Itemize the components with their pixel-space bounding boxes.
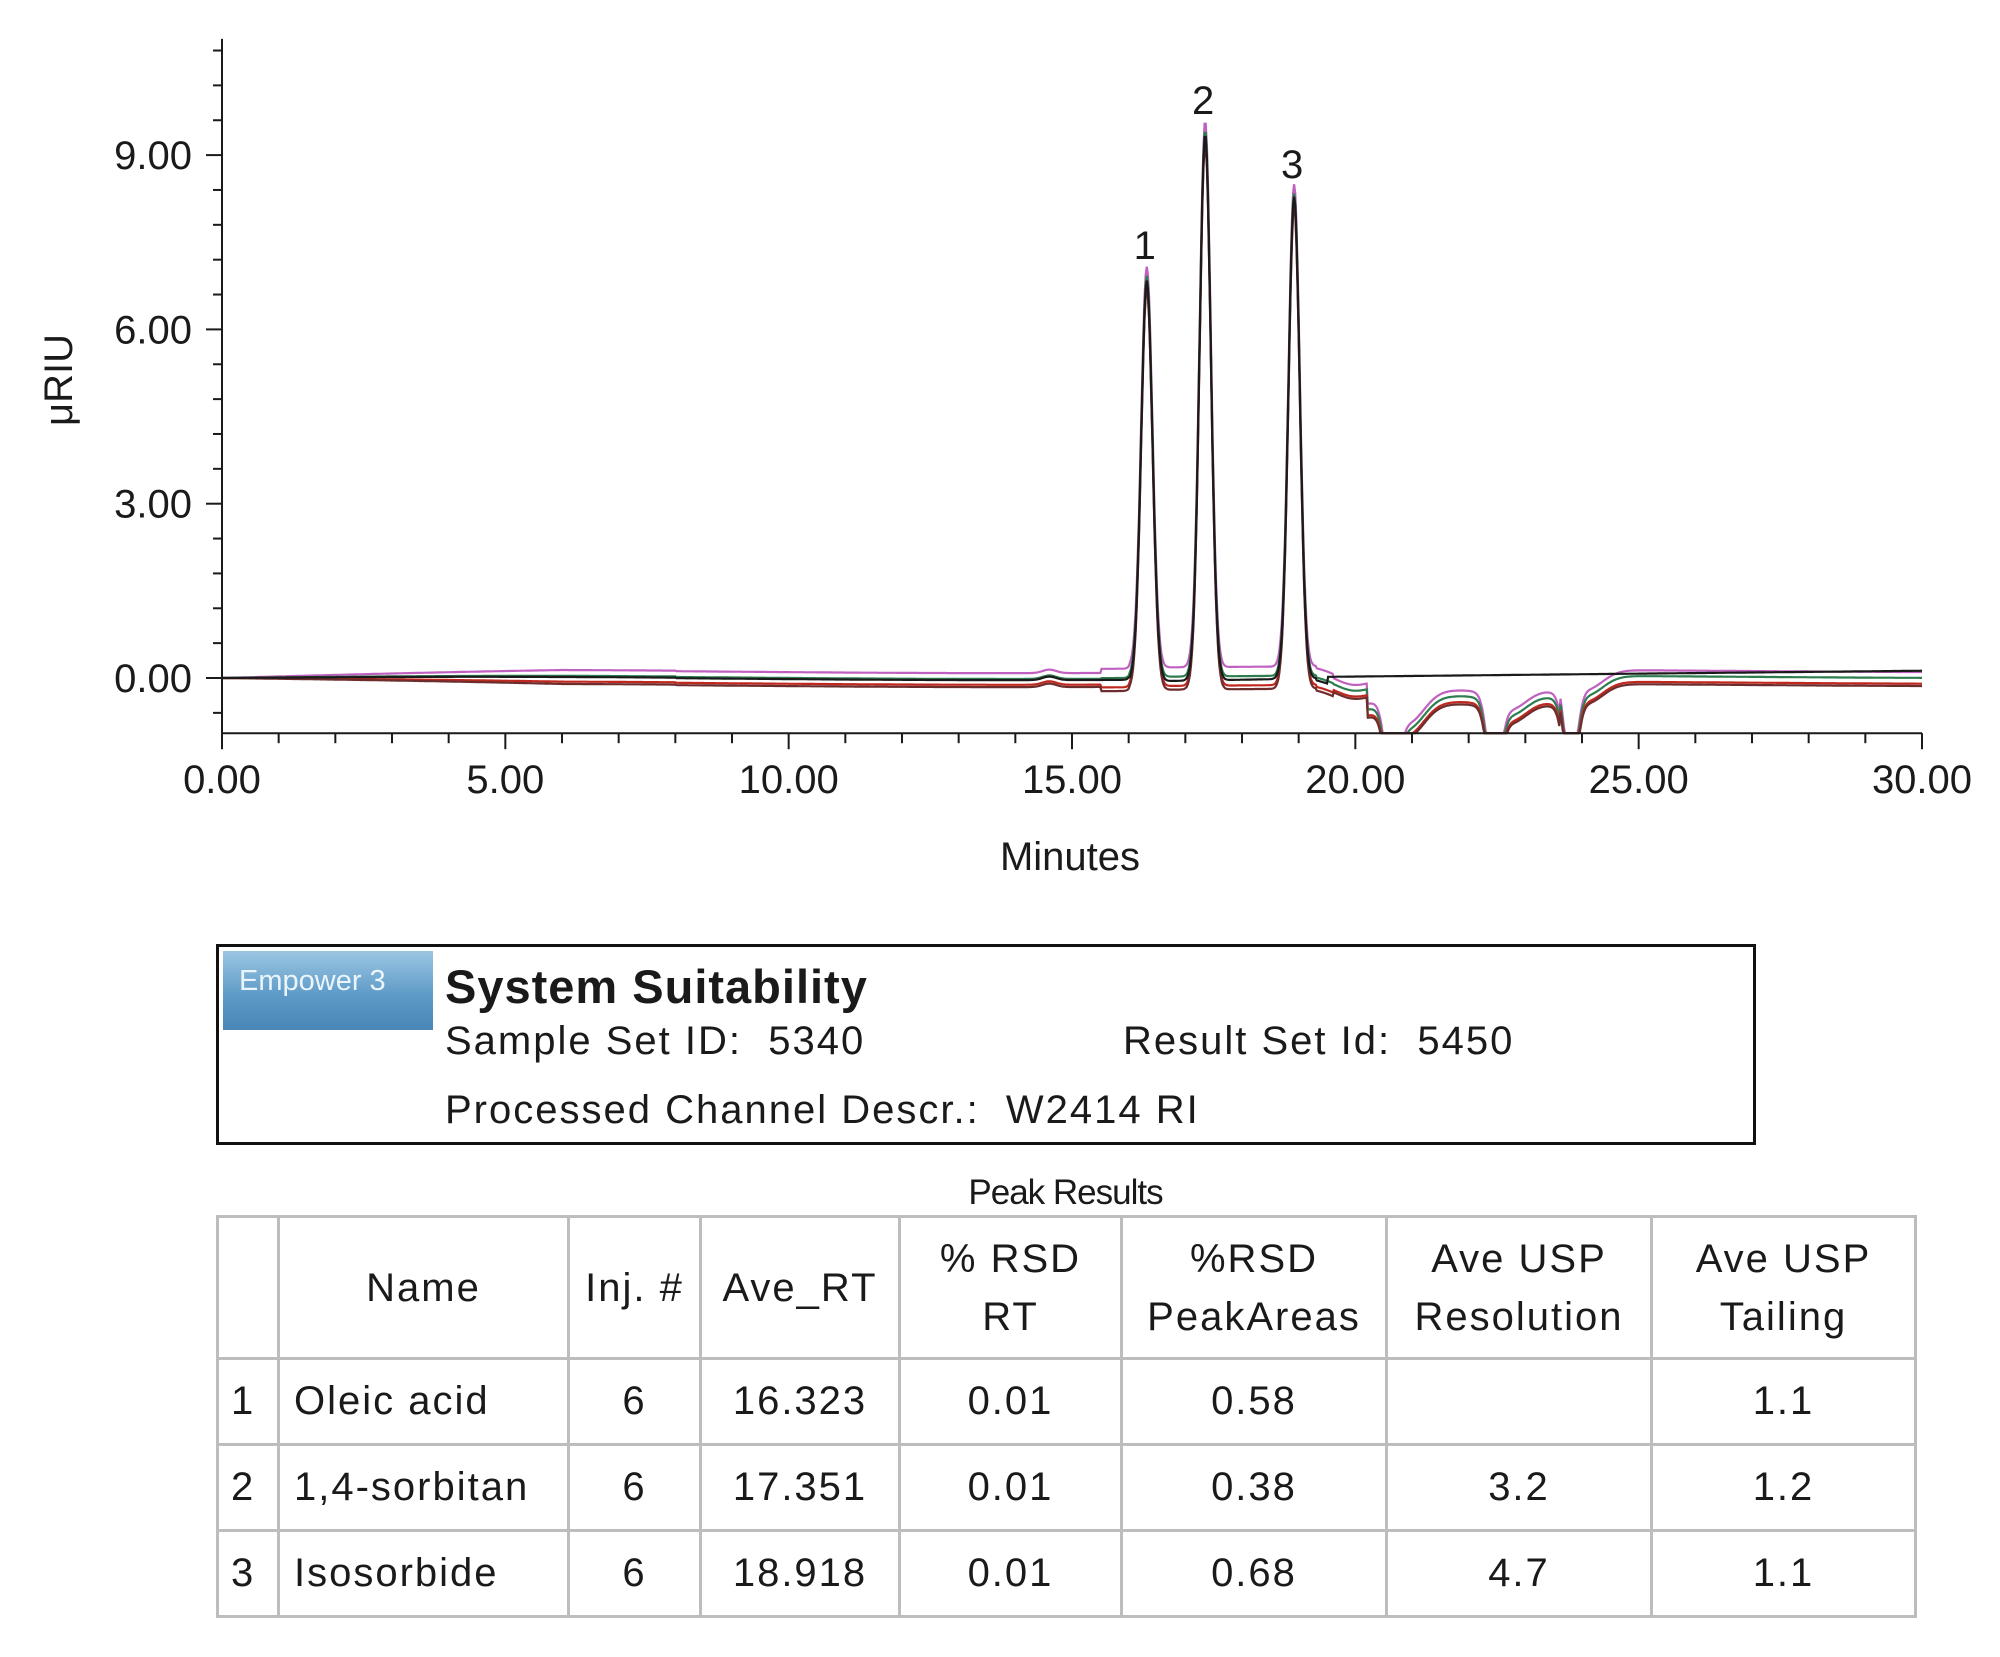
result-set-id: Result Set Id: 5450: [1123, 1019, 1515, 1063]
injections: 6: [567, 1529, 702, 1618]
header-rsd-rt: % RSD RT: [898, 1215, 1123, 1360]
sample-set-id: Sample Set ID: 5340: [445, 1019, 866, 1063]
chromatogram-traces: [222, 122, 1923, 735]
y-tick-label: 6.00: [114, 308, 192, 352]
peak-name: Oleic acid: [277, 1357, 570, 1446]
injections: 6: [567, 1357, 702, 1446]
ave-rt: 16.323: [699, 1357, 901, 1446]
usp-resolution: 3.2: [1385, 1443, 1653, 1532]
system-suitability-header: Empower 3 System Suitability Sample Set …: [216, 944, 1756, 1145]
header-tailing: Ave USP Tailing: [1650, 1215, 1917, 1360]
chromatogram-trace: [222, 122, 1923, 735]
header-rsd-areas: %RSD PeakAreas: [1120, 1215, 1388, 1360]
usp-tailing: 1.2: [1650, 1443, 1917, 1532]
peak-label: 1: [1134, 224, 1156, 268]
empower-logo: Empower 3: [223, 951, 433, 1030]
peak-results-table: Name Inj. # Ave_RT % RSD RT %RSD PeakAre…: [216, 1215, 1917, 1618]
x-tick-label: 0.00: [183, 758, 261, 802]
rsd-rt: 0.01: [898, 1357, 1123, 1446]
ave-rt: 18.918: [699, 1529, 901, 1618]
usp-resolution: [1385, 1357, 1653, 1446]
usp-tailing: 1.1: [1650, 1357, 1917, 1446]
chart-axes: 0.00 5.00 10.00 15.00 20.00 25.00 30.00 0.00 3.0…: [114, 38, 1972, 802]
header-injections: Inj. #: [567, 1215, 702, 1360]
rsd-areas: 0.58: [1120, 1357, 1388, 1446]
y-tick-label: 0.00: [114, 657, 192, 701]
processed-channel: Processed Channel Descr.: W2414 RI: [445, 1088, 1200, 1132]
table-header-row: Name Inj. # Ave_RT % RSD RT %RSD PeakAre…: [216, 1215, 1917, 1360]
y-axis-label: μRIU: [37, 334, 81, 426]
peak-label: 3: [1281, 143, 1303, 187]
peak-results-caption: Peak Results: [968, 1173, 1163, 1212]
x-tick-label: 5.00: [466, 758, 544, 802]
chromatogram-chart: 0.00 5.00 10.00 15.00 20.00 25.00 30.00 0.00 3.0…: [37, 38, 1972, 879]
table-row: 2 1,4-sorbitan 6 17.351 0.01 0.38 3.2 1.…: [216, 1443, 1917, 1532]
chromatogram-trace: [222, 135, 1922, 685]
chromatogram-trace: [222, 141, 1922, 735]
chromatogram-trace: [222, 131, 1922, 735]
table-row: 3 Isosorbide 6 18.918 0.01 0.68 4.7 1.1: [216, 1529, 1917, 1618]
header-index: [216, 1215, 280, 1360]
y-tick-label: 9.00: [114, 134, 192, 178]
rsd-rt: 0.01: [898, 1443, 1123, 1532]
header-resolution: Ave USP Resolution: [1385, 1215, 1653, 1360]
x-tick-label: 15.00: [1022, 758, 1122, 802]
row-index: 2: [216, 1443, 280, 1532]
header-ave-rt: Ave_RT: [699, 1215, 901, 1360]
rsd-areas: 0.68: [1120, 1529, 1388, 1618]
peak-label: 2: [1192, 79, 1214, 123]
row-index: 1: [216, 1357, 280, 1446]
rsd-rt: 0.01: [898, 1529, 1123, 1618]
rsd-areas: 0.38: [1120, 1443, 1388, 1532]
chromatogram-trace: [222, 144, 1922, 735]
peak-name: Isosorbide: [277, 1529, 570, 1618]
y-tick-label: 3.00: [114, 483, 192, 527]
usp-resolution: 4.7: [1385, 1529, 1653, 1618]
x-tick-label: 25.00: [1589, 758, 1689, 802]
table-row: 1 Oleic acid 6 16.323 0.01 0.58 1.1: [216, 1357, 1917, 1446]
header-name: Name: [277, 1215, 570, 1360]
x-axis-label: Minutes: [1000, 835, 1140, 879]
ave-rt: 17.351: [699, 1443, 901, 1532]
injections: 6: [567, 1443, 702, 1532]
peak-labels: 1 2 3: [1134, 79, 1304, 268]
peak-name: 1,4-sorbitan: [277, 1443, 570, 1532]
usp-tailing: 1.1: [1650, 1529, 1917, 1618]
x-tick-label: 10.00: [739, 758, 839, 802]
x-tick-label: 30.00: [1872, 758, 1972, 802]
x-tick-label: 20.00: [1305, 758, 1405, 802]
row-index: 3: [216, 1529, 280, 1618]
report-title: System Suitability: [445, 960, 868, 1013]
